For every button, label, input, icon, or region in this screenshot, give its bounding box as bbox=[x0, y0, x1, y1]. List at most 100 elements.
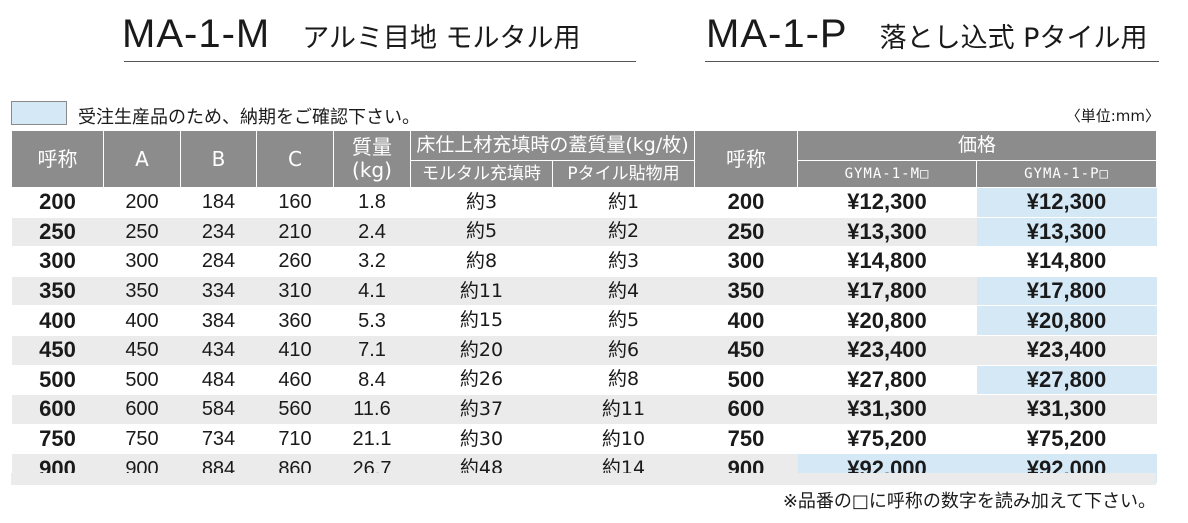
cell-price-p: ¥20,800 bbox=[976, 305, 1157, 336]
table-row: 300 300 284 260 3.2 約8 約3 300 ¥14,800 ¥1… bbox=[11, 246, 1157, 277]
cell-price-m: ¥31,300 bbox=[797, 394, 977, 425]
table-row: 400 400 384 360 5.3 約15 約5 400 ¥20,800 ¥… bbox=[11, 305, 1157, 336]
cell-name: 200 bbox=[11, 187, 104, 218]
cell-c: 160 bbox=[256, 187, 334, 218]
cell-name: 600 bbox=[11, 394, 104, 425]
header-name-2: 呼称 bbox=[694, 130, 799, 188]
cell-c: 210 bbox=[256, 217, 334, 248]
cell-weight: 3.2 bbox=[333, 246, 411, 277]
cell-name-2: 300 bbox=[694, 246, 798, 277]
unit-note: 〈単位:mm〉 bbox=[1065, 107, 1160, 125]
cell-mortar: 約26 bbox=[410, 365, 553, 396]
cell-a: 300 bbox=[103, 246, 181, 277]
cell-price-p: ¥12,300 bbox=[976, 187, 1157, 218]
cell-price-m: ¥20,800 bbox=[797, 305, 977, 336]
cell-ptile: 約11 bbox=[552, 394, 695, 425]
cell-price-p: ¥14,800 bbox=[976, 246, 1157, 277]
cell-name-2: 750 bbox=[694, 424, 798, 455]
cell-price-m: ¥23,400 bbox=[797, 335, 977, 366]
header-price: 価格 bbox=[797, 130, 1158, 161]
cell-b: 234 bbox=[180, 217, 257, 248]
title-ma-1-m: MA-1-M アルミ目地 モルタル用 bbox=[122, 12, 581, 57]
cell-mortar: 約3 bbox=[410, 187, 553, 218]
cell-a: 200 bbox=[103, 187, 181, 218]
cell-weight: 5.3 bbox=[333, 305, 411, 336]
product-code-right: MA-1-P bbox=[706, 12, 848, 56]
cell-mortar: 約11 bbox=[410, 276, 553, 307]
cell-a: 250 bbox=[103, 217, 181, 248]
cell-a: 600 bbox=[103, 394, 181, 425]
cell-price-p: ¥27,800 bbox=[976, 365, 1157, 396]
cell-ptile: 約10 bbox=[552, 424, 695, 455]
cell-name: 450 bbox=[11, 335, 104, 366]
title-underline-left bbox=[124, 61, 636, 62]
cell-name-2: 450 bbox=[694, 335, 798, 366]
title-underline-right bbox=[705, 61, 1159, 62]
cell-ptile: 約8 bbox=[552, 365, 695, 396]
cell-c: 410 bbox=[256, 335, 334, 366]
header-weight-line1: 質量 bbox=[352, 135, 392, 159]
cell-ptile: 約6 bbox=[552, 335, 695, 366]
product-code-footnote: ※品番の□に呼称の数字を読み加えて下さい。 bbox=[782, 491, 1156, 512]
header-ptile: Pタイル貼物用 bbox=[551, 160, 696, 188]
header-weight-line2: (kg) bbox=[352, 158, 392, 182]
cell-name: 350 bbox=[11, 276, 104, 307]
cell-price-m: ¥17,800 bbox=[797, 276, 977, 307]
cell-c: 710 bbox=[256, 424, 334, 455]
cell-b: 484 bbox=[180, 365, 257, 396]
cell-weight: 11.6 bbox=[333, 394, 411, 425]
cell-price-m: ¥13,300 bbox=[797, 217, 977, 248]
table-row: 250 250 234 210 2.4 約5 約2 250 ¥13,300 ¥1… bbox=[11, 217, 1157, 248]
cell-b: 434 bbox=[180, 335, 257, 366]
cell-mortar: 約37 bbox=[410, 394, 553, 425]
cell-name: 750 bbox=[11, 424, 104, 455]
cell-price-m: ¥75,200 bbox=[797, 424, 977, 455]
cell-price-p: ¥75,200 bbox=[976, 424, 1157, 455]
cell-mortar: 約30 bbox=[410, 424, 553, 455]
cell-ptile: 約1 bbox=[552, 187, 695, 218]
cell-b: 334 bbox=[180, 276, 257, 307]
cell-name: 500 bbox=[11, 365, 104, 396]
cell-a: 750 bbox=[103, 424, 181, 455]
cell-ptile: 約5 bbox=[552, 305, 695, 336]
cell-name: 300 bbox=[11, 246, 104, 277]
product-description-left: アルミ目地 モルタル用 bbox=[302, 23, 581, 54]
table-row: 750 750 734 710 21.1 約30 約10 750 ¥75,200… bbox=[11, 424, 1157, 455]
cell-c: 560 bbox=[256, 394, 334, 425]
table-row: 500 500 484 460 8.4 約26 約8 500 ¥27,800 ¥… bbox=[11, 365, 1157, 396]
header-price-p: GYMA-1-P□ bbox=[976, 160, 1158, 188]
cell-weight: 1.8 bbox=[333, 187, 411, 218]
cell-price-m: ¥27,800 bbox=[797, 365, 977, 396]
cell-weight: 2.4 bbox=[333, 217, 411, 248]
cell-mortar: 約15 bbox=[410, 305, 553, 336]
cell-name-2: 350 bbox=[694, 276, 798, 307]
header-cover-weight: 床仕上材充填時の蓋質量(kg/枚) bbox=[409, 130, 696, 161]
table-row: 600 600 584 560 11.6 約37 約11 600 ¥31,300… bbox=[11, 394, 1157, 425]
cell-name-2: 500 bbox=[694, 365, 798, 396]
cell-ptile: 約4 bbox=[552, 276, 695, 307]
cell-weight: 8.4 bbox=[333, 365, 411, 396]
table-bottom-band bbox=[11, 473, 1156, 485]
cell-a: 350 bbox=[103, 276, 181, 307]
cell-price-p: ¥13,300 bbox=[976, 217, 1157, 248]
cell-a: 400 bbox=[103, 305, 181, 336]
header-c: C bbox=[256, 130, 334, 188]
table-row: 350 350 334 310 4.1 約11 約4 350 ¥17,800 ¥… bbox=[11, 276, 1157, 307]
cell-c: 360 bbox=[256, 305, 334, 336]
cell-b: 184 bbox=[180, 187, 257, 218]
cell-b: 584 bbox=[180, 394, 257, 425]
cell-mortar: 約8 bbox=[410, 246, 553, 277]
cell-mortar: 約5 bbox=[410, 217, 553, 248]
product-code-left: MA-1-M bbox=[122, 12, 271, 56]
spec-price-table: 呼称 A B C 質量 (kg) 床仕上材充填時の蓋質量(kg/枚) 呼称 価格… bbox=[11, 130, 1158, 484]
cell-a: 500 bbox=[103, 365, 181, 396]
cell-name-2: 600 bbox=[694, 394, 798, 425]
cell-ptile: 約2 bbox=[552, 217, 695, 248]
cell-name-2: 400 bbox=[694, 305, 798, 336]
cell-weight: 4.1 bbox=[333, 276, 411, 307]
table-row: 450 450 434 410 7.1 約20 約6 450 ¥23,400 ¥… bbox=[11, 335, 1157, 366]
cell-c: 310 bbox=[256, 276, 334, 307]
cell-weight: 7.1 bbox=[333, 335, 411, 366]
cell-weight: 21.1 bbox=[333, 424, 411, 455]
header-name: 呼称 bbox=[11, 130, 104, 188]
